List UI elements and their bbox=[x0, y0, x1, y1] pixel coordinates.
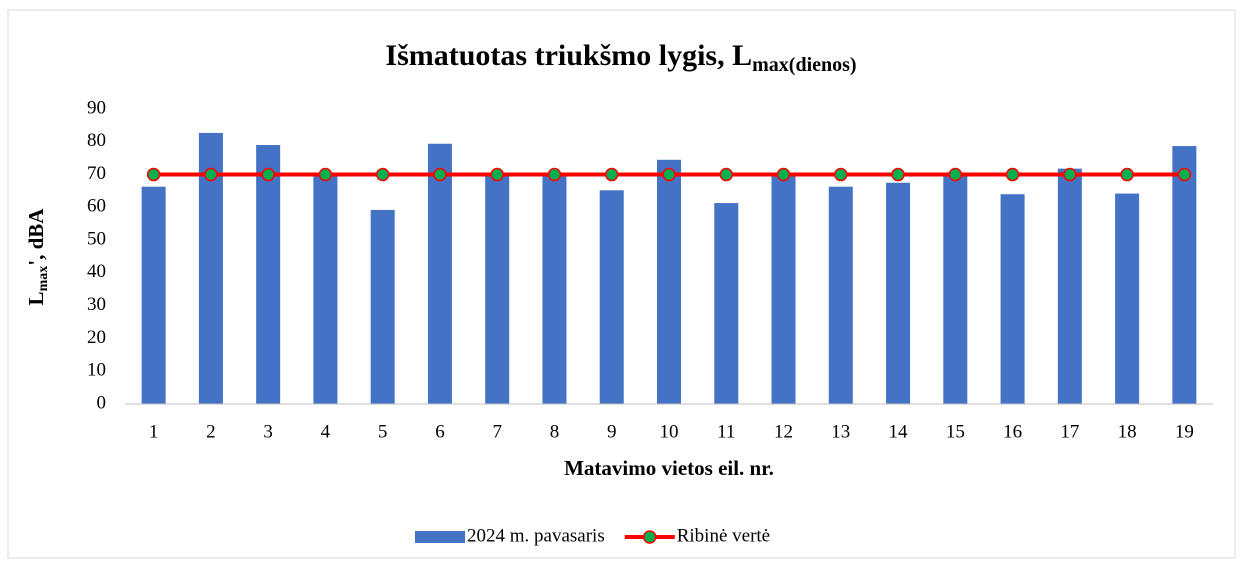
x-tick-label: 6 bbox=[435, 421, 445, 442]
x-tick-label: 15 bbox=[946, 421, 965, 442]
x-tick-label: 12 bbox=[774, 421, 793, 442]
y-label-suffix: ', dBA bbox=[24, 208, 48, 266]
x-tick-label: 13 bbox=[831, 421, 850, 442]
x-tick-label: 16 bbox=[1003, 421, 1022, 442]
bar bbox=[542, 173, 567, 404]
bar bbox=[657, 159, 681, 404]
y-label-subscript: max bbox=[36, 266, 51, 292]
bar bbox=[1057, 168, 1082, 404]
line-marker bbox=[891, 167, 905, 182]
line-marker bbox=[1063, 167, 1077, 182]
x-tick-label: 14 bbox=[889, 421, 909, 442]
x-tick-label: 3 bbox=[263, 421, 273, 442]
line-marker bbox=[261, 167, 275, 182]
line-marker bbox=[1177, 167, 1192, 182]
line-marker bbox=[834, 167, 848, 182]
x-tick-label: 4 bbox=[321, 421, 331, 442]
bar bbox=[256, 145, 281, 405]
bar bbox=[599, 190, 624, 404]
y-tick-label: 30 bbox=[87, 294, 106, 315]
line-marker bbox=[146, 167, 161, 182]
bar bbox=[1000, 194, 1025, 404]
y-tick-label: 40 bbox=[87, 261, 106, 282]
y-tick-label: 50 bbox=[87, 228, 106, 249]
line-marker bbox=[948, 167, 963, 182]
x-tick-label: 1 bbox=[149, 421, 159, 442]
line-marker bbox=[776, 167, 791, 182]
bar bbox=[1115, 193, 1140, 404]
x-tick-label: 17 bbox=[1060, 421, 1079, 442]
line-marker bbox=[719, 167, 734, 182]
bar bbox=[771, 172, 796, 404]
y-tick-label: 0 bbox=[97, 392, 107, 413]
y-tick-label: 70 bbox=[87, 163, 106, 184]
y-tick-label: 10 bbox=[87, 360, 106, 381]
x-tick-label: 19 bbox=[1175, 421, 1194, 442]
legend-marker bbox=[642, 530, 657, 544]
legend-swatch bbox=[415, 531, 465, 543]
line-marker bbox=[547, 167, 562, 182]
y-tick-label: 80 bbox=[87, 130, 106, 151]
bar bbox=[714, 203, 739, 404]
x-tick-label: 10 bbox=[660, 421, 679, 442]
title-main: Išmatuotas triukšmo lygis, L bbox=[385, 39, 752, 72]
line-marker bbox=[204, 167, 218, 182]
line-marker bbox=[433, 167, 447, 182]
y-tick-label: 60 bbox=[87, 196, 106, 217]
line-marker bbox=[318, 167, 333, 182]
line-marker bbox=[662, 167, 676, 182]
line-marker bbox=[490, 167, 504, 182]
line-marker bbox=[1120, 167, 1134, 182]
bar bbox=[943, 173, 968, 404]
bar bbox=[1172, 146, 1197, 405]
x-tick-label: 11 bbox=[717, 421, 735, 442]
x-tick-label: 2 bbox=[206, 421, 216, 442]
bar bbox=[370, 209, 395, 404]
bar bbox=[141, 186, 166, 404]
bar bbox=[313, 176, 338, 404]
line-marker bbox=[604, 167, 619, 182]
bar bbox=[828, 186, 853, 404]
y-label-main: L bbox=[24, 291, 48, 305]
x-tick-label: 7 bbox=[492, 421, 502, 442]
legend-label: 2024 m. pavasaris bbox=[467, 525, 605, 546]
line-marker bbox=[1005, 167, 1020, 182]
bar bbox=[427, 143, 452, 404]
x-axis-label: Matavimo vietos eil. nr. bbox=[564, 456, 774, 480]
bar bbox=[886, 182, 911, 404]
y-tick-label: 20 bbox=[87, 327, 106, 348]
x-tick-label: 8 bbox=[550, 421, 560, 442]
bar bbox=[485, 175, 510, 404]
x-tick-label: 18 bbox=[1118, 421, 1137, 442]
x-tick-label: 9 bbox=[607, 421, 617, 442]
x-tick-label: 5 bbox=[378, 421, 388, 442]
title-subscript: max(dienos) bbox=[752, 54, 856, 76]
line-marker bbox=[375, 167, 390, 182]
legend-label: Ribinė vertė bbox=[677, 525, 770, 546]
y-tick-label: 90 bbox=[87, 97, 106, 118]
chart-title: Išmatuotas triukšmo lygis, Lmax(dienos) bbox=[385, 39, 856, 76]
y-axis-label: Lmax', dBA bbox=[24, 208, 51, 306]
